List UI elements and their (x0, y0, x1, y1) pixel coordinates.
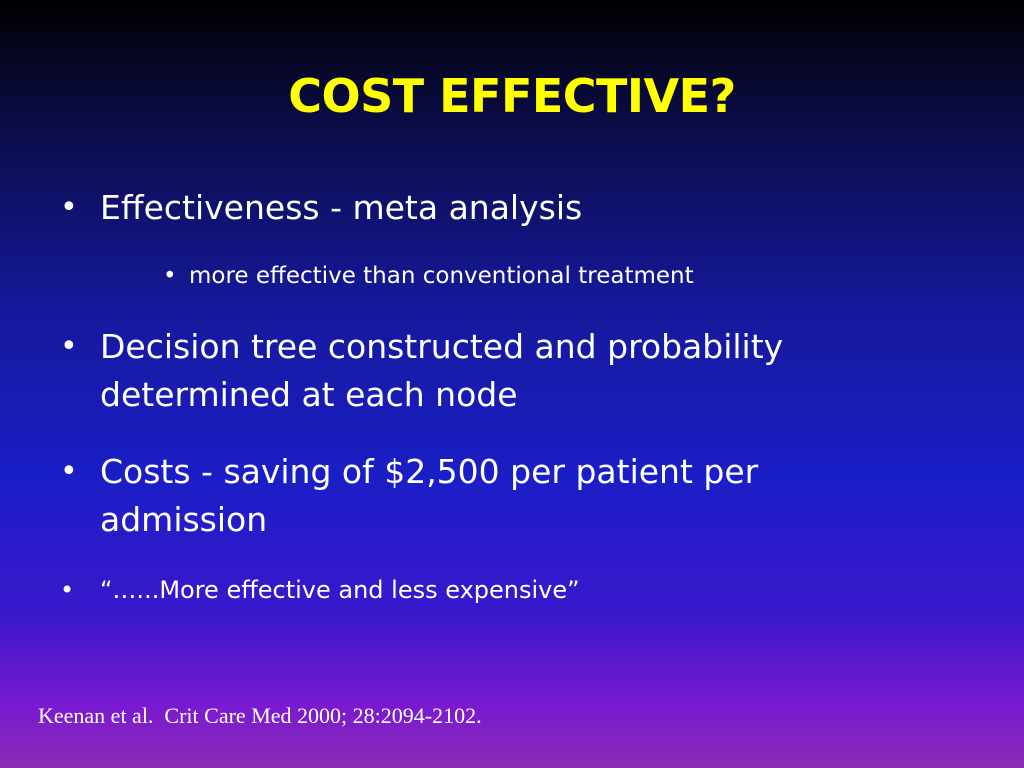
bullet-dot-icon: • (60, 454, 78, 489)
bullet-text: “…...More effective and less expensive” (100, 576, 580, 604)
bullet-item: • Decision tree constructed and probabil… (60, 323, 880, 419)
bullet-text: Effectiveness - meta analysis (100, 188, 583, 227)
bullet-text: Decision tree constructed and probabilit… (100, 327, 784, 414)
bullet-item: • Costs - saving of $2,500 per patient p… (60, 448, 880, 544)
bullet-item: • “…...More effective and less expensive… (60, 573, 880, 607)
slide-title: COST EFFECTIVE? (288, 69, 736, 123)
sub-bullet-text: more effective than conventional treatme… (189, 263, 694, 289)
bullet-dot-icon: • (163, 263, 177, 289)
sub-bullet-item: • more effective than conventional treat… (163, 260, 883, 292)
bullet-dot-icon: • (60, 329, 78, 364)
bullet-dot-icon: • (60, 190, 78, 225)
bullet-text: Costs - saving of $2,500 per patient per… (100, 452, 759, 539)
bullet-dot-icon: • (60, 576, 75, 604)
bullet-item: • Effectiveness - meta analysis (60, 184, 880, 232)
citation: Keenan et al. Crit Care Med 2000; 28:209… (38, 703, 482, 728)
